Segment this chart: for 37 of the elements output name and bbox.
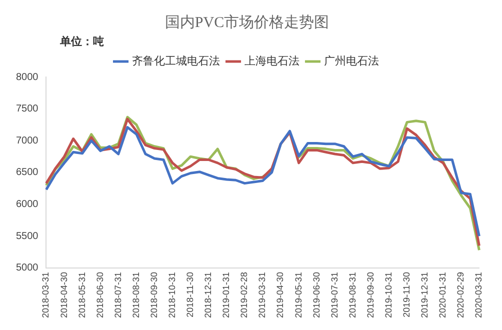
x-tick-label: 2018-05-31 <box>76 272 87 318</box>
x-tick-label: 2018-12-31 <box>203 272 214 318</box>
y-tick-label: 8000 <box>16 72 39 83</box>
x-tick-label: 2020-03-31 <box>474 272 484 318</box>
x-tick-label: 2019-08-31 <box>347 272 358 318</box>
x-tick-label: 2019-01-31 <box>221 272 232 318</box>
x-tick-label: 2019-10-31 <box>383 272 394 318</box>
x-tick-label: 2019-09-30 <box>365 272 376 318</box>
x-tick-label: 2018-07-31 <box>112 272 123 318</box>
x-tick-label: 2019-03-31 <box>257 272 268 318</box>
legend-label: 广州电石法 <box>324 54 379 68</box>
y-tick-label: 7000 <box>16 135 39 146</box>
x-tick-label: 2019-04-30 <box>275 272 286 318</box>
x-tick-label: 2018-10-31 <box>167 272 178 318</box>
x-tick-label: 2019-02-28 <box>239 272 250 318</box>
y-tick-label: 5500 <box>16 230 39 242</box>
y-tick-label: 7500 <box>16 104 39 115</box>
y-tick-label: 6500 <box>16 167 39 178</box>
x-tick-label: 2018-09-30 <box>148 272 159 318</box>
legend-label: 齐鲁化工城电石法 <box>132 54 220 68</box>
legend-label: 上海电石法 <box>244 54 300 68</box>
x-tick-label: 2018-11-30 <box>185 272 196 318</box>
x-tick-label: 2018-06-30 <box>94 272 105 318</box>
x-tick-label: 2018-03-31 <box>40 272 51 318</box>
x-tick-label: 2019-05-31 <box>293 272 304 318</box>
x-tick-label: 2019-07-31 <box>329 272 340 318</box>
text: 单位：吨 <box>59 35 104 48</box>
x-tick-label: 2020-01-31 <box>438 272 448 318</box>
x-tick-label: 2018-04-30 <box>58 272 69 318</box>
x-tick-label: 2019-12-31 <box>420 272 430 318</box>
y-tick-label: 5000 <box>16 262 39 274</box>
x-tick-label: 2020-02-29 <box>456 272 466 318</box>
x-tick-label: 2018-08-31 <box>130 272 141 318</box>
chart-title: 国内PVC市场价格走势图 <box>164 14 330 31</box>
x-tick-label: 2019-11-30 <box>402 272 412 318</box>
y-tick-label: 6000 <box>16 199 39 210</box>
x-tick-label: 2019-06-30 <box>311 272 322 318</box>
